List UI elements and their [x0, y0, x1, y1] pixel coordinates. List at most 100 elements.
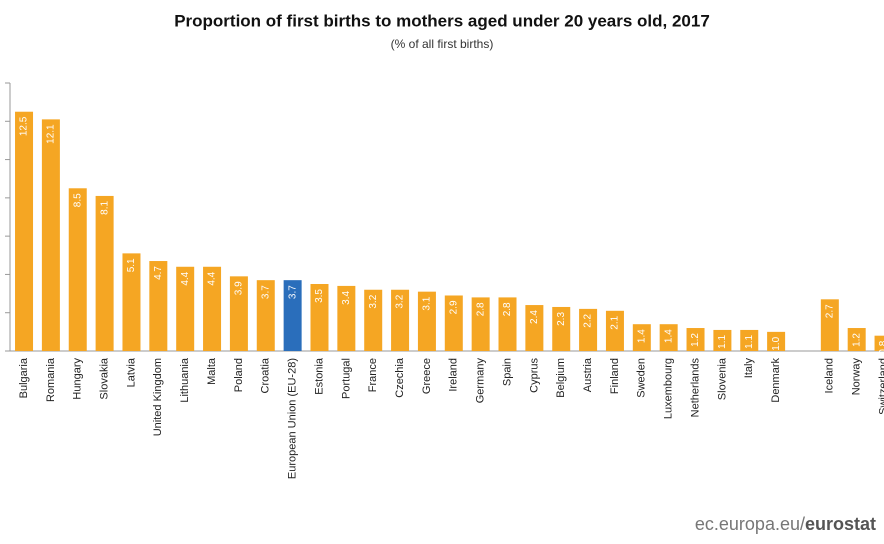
x-tick-label: Latvia	[125, 357, 137, 387]
value-label: 3.7	[260, 285, 271, 299]
value-label: 2.3	[556, 312, 567, 326]
source-url: ec.europa.eu/	[695, 514, 805, 534]
bar	[444, 295, 463, 351]
value-label: 3.7	[287, 285, 298, 299]
bar	[605, 310, 624, 351]
x-tick-label: Italy	[743, 358, 755, 379]
value-label: 1.2	[690, 333, 701, 347]
value-label: 1.2	[851, 333, 862, 347]
x-tick-label: Switzerland	[877, 358, 884, 415]
bar	[95, 195, 114, 351]
x-tick-label: Iceland	[824, 358, 836, 393]
bar	[364, 289, 383, 351]
bar	[15, 111, 34, 351]
bar	[471, 297, 490, 351]
bar	[283, 280, 302, 351]
bar	[874, 335, 884, 351]
x-tick-label: Malta	[206, 357, 218, 385]
value-label: 3.4	[341, 290, 352, 304]
value-label: 2.8	[475, 302, 486, 316]
bar	[229, 276, 248, 351]
value-label: 5.1	[126, 258, 137, 272]
bar	[149, 261, 168, 351]
x-tick-label: United Kingdom	[152, 358, 164, 436]
bar	[417, 291, 436, 351]
value-label: 3.5	[314, 289, 325, 303]
value-label: 2.7	[824, 304, 835, 318]
bar	[176, 266, 195, 351]
value-label: 3.9	[234, 281, 245, 295]
value-label: 4.4	[180, 271, 191, 285]
x-tick-label: France	[367, 358, 379, 392]
bar	[847, 328, 866, 351]
bar	[740, 329, 759, 351]
x-tick-label: Denmark	[770, 358, 782, 403]
value-label: 3.2	[368, 294, 379, 308]
value-label: 3.2	[395, 294, 406, 308]
x-tick-label: Norway	[851, 358, 863, 396]
value-label: 1.4	[663, 329, 674, 343]
x-tick-label: Slovenia	[716, 357, 728, 400]
value-label: 3.1	[422, 296, 433, 310]
x-tick-label: Romania	[45, 357, 57, 402]
bar	[767, 331, 786, 351]
x-tick-label: Slovakia	[99, 357, 111, 399]
chart-title: Proportion of first births to mothers ag…	[174, 11, 710, 30]
x-tick-label: Lithuania	[179, 357, 191, 403]
bar	[310, 284, 329, 351]
x-tick-label: Ireland	[448, 358, 460, 392]
value-label: 8.1	[99, 201, 110, 215]
x-tick-label: Bulgaria	[18, 357, 30, 398]
bar	[122, 253, 141, 351]
value-label: 4.7	[153, 266, 164, 280]
x-tick-label: Austria	[582, 357, 594, 392]
x-tick-label: Spain	[501, 358, 513, 386]
x-tick-label: Netherlands	[689, 358, 701, 418]
bar	[579, 308, 598, 351]
x-tick-label: Germany	[475, 358, 487, 404]
x-tick-label: Cyprus	[528, 358, 540, 393]
x-tick-label: European Union (EU-28)	[287, 358, 299, 479]
value-label: 1.1	[744, 335, 755, 349]
x-tick-label: Greece	[421, 358, 433, 394]
bar	[686, 328, 705, 351]
bar	[337, 285, 356, 351]
bar	[41, 119, 60, 351]
x-tick-label: Finland	[609, 358, 621, 394]
bar	[203, 266, 222, 351]
x-tick-label: Estonia	[313, 357, 325, 395]
value-label: 8.5	[72, 193, 83, 207]
bar	[552, 306, 571, 351]
bar	[525, 305, 544, 351]
x-tick-label: Sweden	[636, 358, 648, 398]
bar	[391, 289, 410, 351]
value-label: 1.0	[771, 336, 782, 350]
source: ec.europa.eu/eurostat	[695, 514, 876, 534]
value-label: 0.8	[878, 340, 884, 354]
value-label: 1.1	[717, 335, 728, 349]
x-tick-label: Czechia	[394, 357, 406, 398]
x-tick-label: Hungary	[72, 358, 84, 400]
value-label: 12.1	[46, 124, 57, 144]
bar	[498, 297, 517, 351]
value-label: 4.4	[207, 271, 218, 285]
source-brand: eurostat	[805, 514, 876, 534]
bar	[632, 324, 651, 351]
bar	[68, 188, 87, 351]
value-label: 2.4	[529, 310, 540, 324]
value-label: 2.8	[502, 302, 513, 316]
x-tick-label: Poland	[233, 358, 245, 392]
bar	[659, 324, 678, 351]
x-tick-label: Luxembourg	[663, 358, 675, 419]
value-label: 2.2	[583, 313, 594, 327]
value-label: 2.1	[610, 315, 621, 329]
bar	[820, 299, 839, 351]
bar	[713, 329, 732, 351]
x-tick-label: Belgium	[555, 358, 567, 398]
x-tick-label: Croatia	[260, 357, 272, 393]
x-tick-label: Portugal	[340, 358, 352, 399]
value-label: 12.5	[19, 116, 30, 136]
bar	[256, 280, 275, 351]
value-label: 1.4	[636, 329, 647, 343]
